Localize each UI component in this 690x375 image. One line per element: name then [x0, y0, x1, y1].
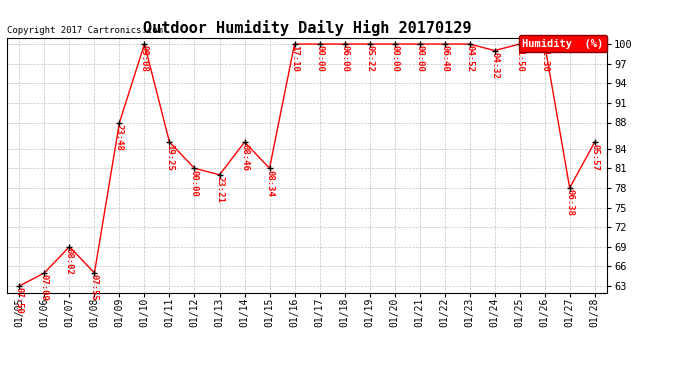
Text: 00:00: 00:00: [415, 45, 424, 72]
Text: 04:52: 04:52: [465, 45, 474, 72]
Text: 07:09: 07:09: [40, 274, 49, 301]
Legend: Humidity  (%): Humidity (%): [519, 35, 607, 52]
Text: Copyright 2017 Cartronics.com: Copyright 2017 Cartronics.com: [7, 26, 163, 35]
Text: 08:02: 08:02: [65, 248, 74, 275]
Text: 04:32: 04:32: [490, 52, 499, 79]
Text: 06:38: 06:38: [565, 189, 574, 216]
Text: 05:57: 05:57: [590, 144, 599, 170]
Text: 01:50: 01:50: [515, 45, 524, 72]
Text: 01:30: 01:30: [540, 45, 549, 72]
Text: 09:08: 09:08: [140, 45, 149, 72]
Text: 08:46: 08:46: [240, 144, 249, 170]
Text: 08:34: 08:34: [265, 170, 274, 196]
Text: 19:25: 19:25: [165, 144, 174, 170]
Text: 05:22: 05:22: [365, 45, 374, 72]
Text: 00:00: 00:00: [315, 45, 324, 72]
Text: 00:00: 00:00: [190, 170, 199, 196]
Text: 17:10: 17:10: [290, 45, 299, 72]
Text: 23:21: 23:21: [215, 176, 224, 203]
Text: 07:50: 07:50: [15, 287, 24, 314]
Title: Outdoor Humidity Daily High 20170129: Outdoor Humidity Daily High 20170129: [143, 20, 471, 36]
Text: 06:40: 06:40: [440, 45, 449, 72]
Text: 06:00: 06:00: [340, 45, 349, 72]
Text: 23:48: 23:48: [115, 124, 124, 151]
Text: 07:55: 07:55: [90, 274, 99, 301]
Text: 00:00: 00:00: [390, 45, 399, 72]
